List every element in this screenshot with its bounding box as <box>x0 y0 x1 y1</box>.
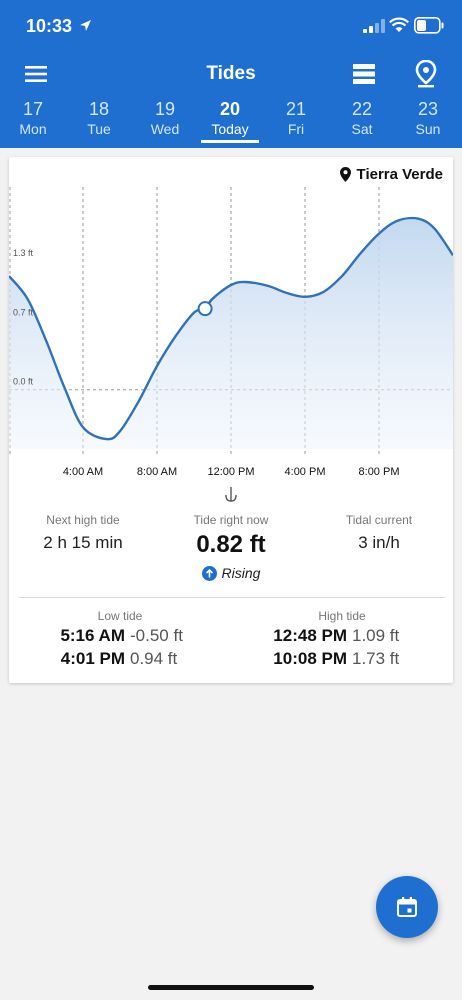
day-number: 21 <box>285 99 307 119</box>
location-selector[interactable]: Tierra Verde <box>339 166 443 183</box>
low-tide-row: 5:16 AM -0.50 ft <box>9 626 231 646</box>
day-tab-mon[interactable]: 17 Mon <box>2 98 64 148</box>
day-number: 20 <box>219 99 241 119</box>
tide-time: 5:16 AM <box>60 626 125 645</box>
day-name: Tue <box>87 121 111 137</box>
x-tick-label: 4:00 PM <box>285 466 326 478</box>
calendar-icon <box>397 897 417 917</box>
home-indicator <box>148 985 314 990</box>
tide-card: 4:00 AM 8:00 AM 12:00 PM 4:00 PM 8:00 PM 1.3 … <box>9 157 453 683</box>
tide-height: -0.50 ft <box>130 626 183 645</box>
tidal-current: Tidal current 3 in/h <box>305 513 453 553</box>
toolbar: Tides <box>0 52 462 96</box>
y-tick-label: 1.3 ft <box>13 248 34 258</box>
tidal-current-label: Tidal current <box>345 513 413 527</box>
signal-icon <box>363 19 385 33</box>
tide-height: 1.09 ft <box>352 626 400 645</box>
anchor-handle-icon[interactable] <box>225 486 237 504</box>
day-tab-sat[interactable]: 22 Sat <box>331 98 393 148</box>
low-tide-column: Low tide 5:16 AM -0.50 ft 4:01 PM 0.94 f… <box>9 609 231 669</box>
x-tick-label: 12:00 PM <box>207 466 254 478</box>
tide-time: 4:01 PM <box>60 649 125 668</box>
current-tide-marker[interactable] <box>197 301 213 317</box>
tide-now-value: 0.82 ft <box>196 531 266 558</box>
next-high-tide-label: Next high tide <box>46 513 120 527</box>
page-title: Tides <box>206 63 256 84</box>
y-tick-label: 0.7 ft <box>13 308 34 318</box>
day-name: Sun <box>415 121 441 137</box>
x-tick-label: 8:00 AM <box>137 466 177 478</box>
tide-height: 1.73 ft <box>352 649 400 668</box>
day-tab-fri[interactable]: 21 Fri <box>265 98 327 148</box>
tide-time: 10:08 PM <box>273 649 347 668</box>
tide-curve <box>9 216 453 441</box>
day-tab-tue[interactable]: 18 Tue <box>68 98 130 148</box>
status-bar: 10:33 <box>0 0 462 52</box>
day-tab-today[interactable]: 20 Today <box>199 98 261 148</box>
tide-area-fill <box>9 218 453 449</box>
day-number: 19 <box>154 99 176 119</box>
day-name: Fri <box>287 121 305 137</box>
tide-stats: Next high tide 2 h 15 min Tide right now… <box>9 513 453 597</box>
location-pin-icon[interactable] <box>414 60 438 88</box>
arrow-up-icon <box>201 565 217 581</box>
tide-now-label: Tide right now <box>193 513 269 527</box>
next-high-tide-value: 2 h 15 min <box>43 533 123 552</box>
day-number: 22 <box>351 99 373 119</box>
day-name: Sat <box>351 121 373 137</box>
calendar-button[interactable] <box>376 876 438 938</box>
low-tide-row: 4:01 PM 0.94 ft <box>9 649 231 669</box>
day-selector: 17 Mon 18 Tue 19 Wed 20 Today 21 Fri 22 … <box>0 98 462 148</box>
app-header: 10:33 Tides <box>0 0 462 148</box>
x-tick-label: 8:00 PM <box>359 466 400 478</box>
next-high-tide: Next high tide 2 h 15 min <box>9 513 157 553</box>
tide-time: 12:48 PM <box>273 626 347 645</box>
x-tick-label: 4:00 AM <box>63 466 103 478</box>
location-arrow-icon <box>80 20 91 31</box>
battery-icon <box>414 17 444 34</box>
high-tide-label: High tide <box>318 609 366 623</box>
low-tide-label: Low tide <box>97 609 143 623</box>
high-tide-row: 12:48 PM 1.09 ft <box>231 626 453 646</box>
day-number: 17 <box>22 99 44 119</box>
menu-icon[interactable] <box>24 64 48 84</box>
tidal-current-value: 3 in/h <box>358 533 400 552</box>
day-tab-wed[interactable]: 19 Wed <box>134 98 196 148</box>
wifi-icon <box>389 17 409 32</box>
tide-trend: Rising <box>157 565 305 581</box>
day-number: 23 <box>417 99 439 119</box>
map-pin-icon <box>339 167 351 182</box>
selected-day-indicator <box>201 140 259 143</box>
high-tide-row: 10:08 PM 1.73 ft <box>231 649 453 669</box>
day-name: Today <box>211 121 249 137</box>
status-time: 10:33 <box>26 16 73 36</box>
tide-chart[interactable]: 4:00 AM 8:00 AM 12:00 PM 4:00 PM 8:00 PM 1.3 … <box>9 157 453 487</box>
day-name: Mon <box>19 121 47 137</box>
list-view-icon[interactable] <box>352 62 376 86</box>
location-name: Tierra Verde <box>356 166 443 183</box>
tide-now: Tide right now 0.82 ft Rising <box>157 513 305 581</box>
tide-height: 0.94 ft <box>130 649 178 668</box>
tide-trend-label: Rising <box>221 565 261 581</box>
day-tab-sun[interactable]: 23 Sun <box>397 98 459 148</box>
high-tide-column: High tide 12:48 PM 1.09 ft 10:08 PM 1.73… <box>231 609 453 669</box>
day-number: 18 <box>88 99 110 119</box>
day-name: Wed <box>150 121 180 137</box>
y-tick-label: 0.0 ft <box>13 377 34 387</box>
divider <box>19 597 445 598</box>
tide-times: Low tide 5:16 AM -0.50 ft 4:01 PM 0.94 f… <box>9 609 453 679</box>
